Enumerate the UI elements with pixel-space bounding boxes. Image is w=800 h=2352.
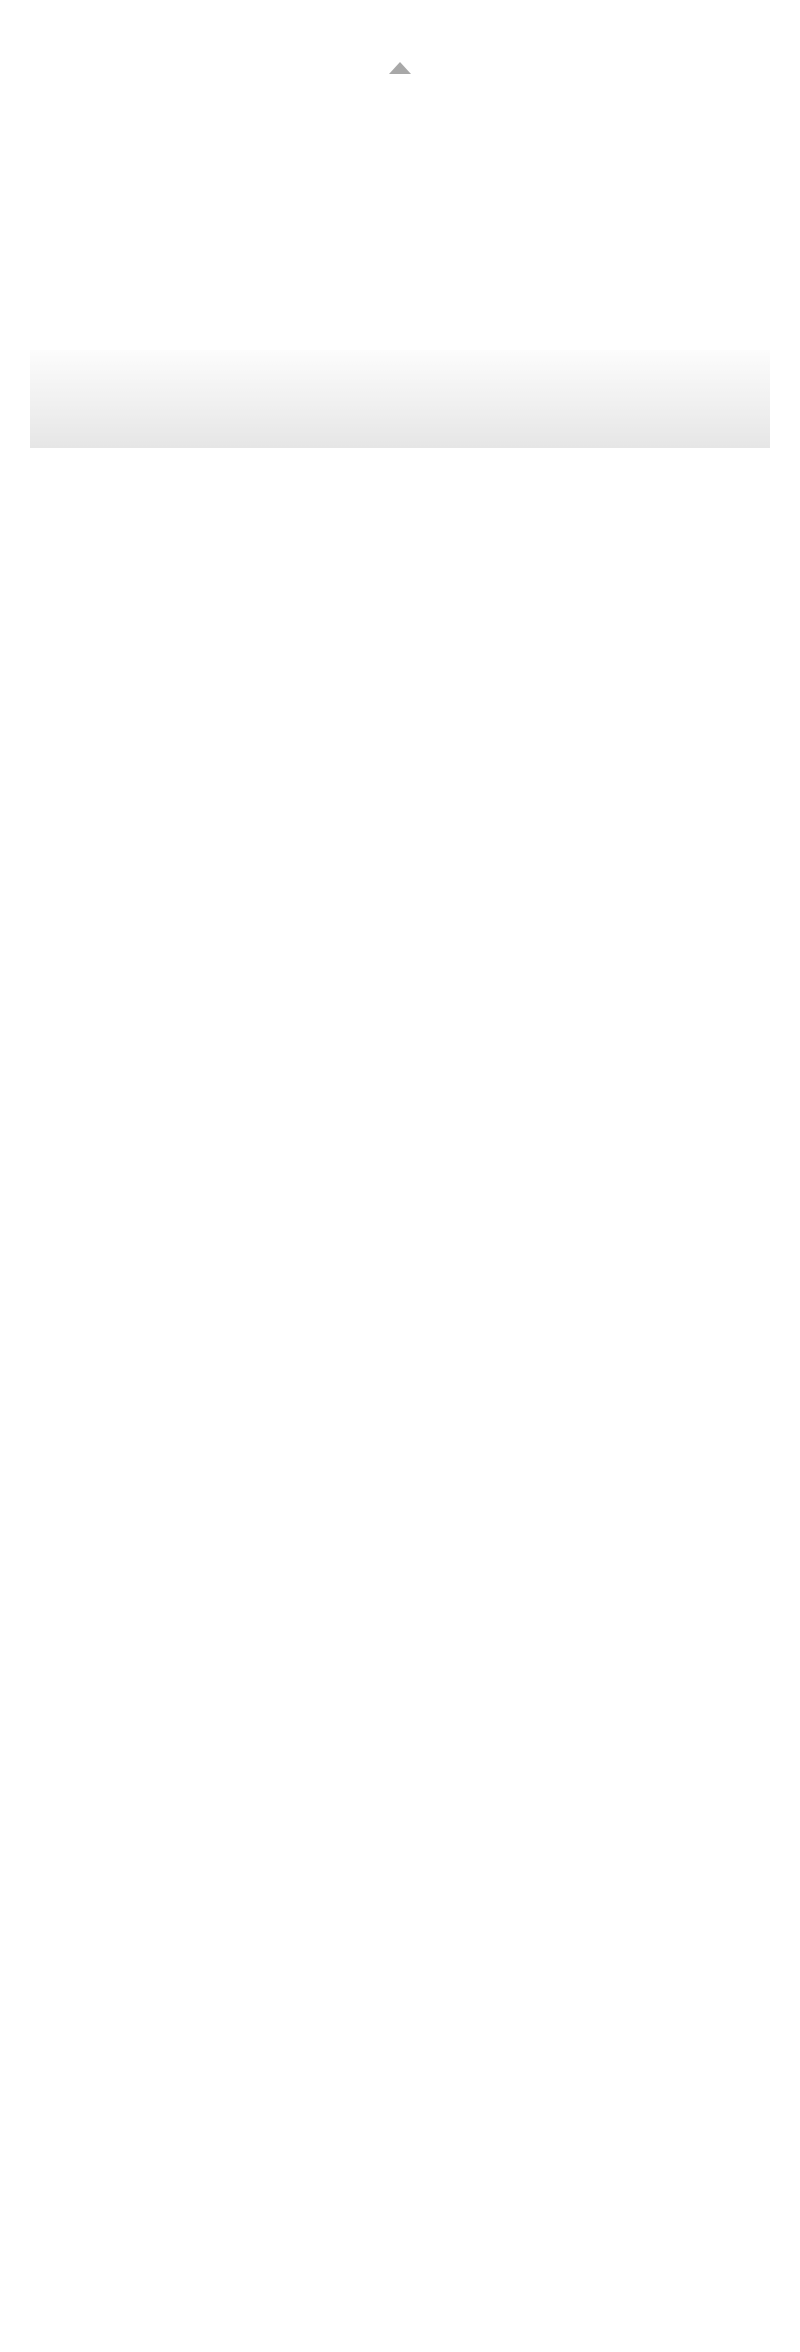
- collapse-up-arrow-icon[interactable]: [389, 62, 411, 74]
- section-divider: [30, 350, 770, 448]
